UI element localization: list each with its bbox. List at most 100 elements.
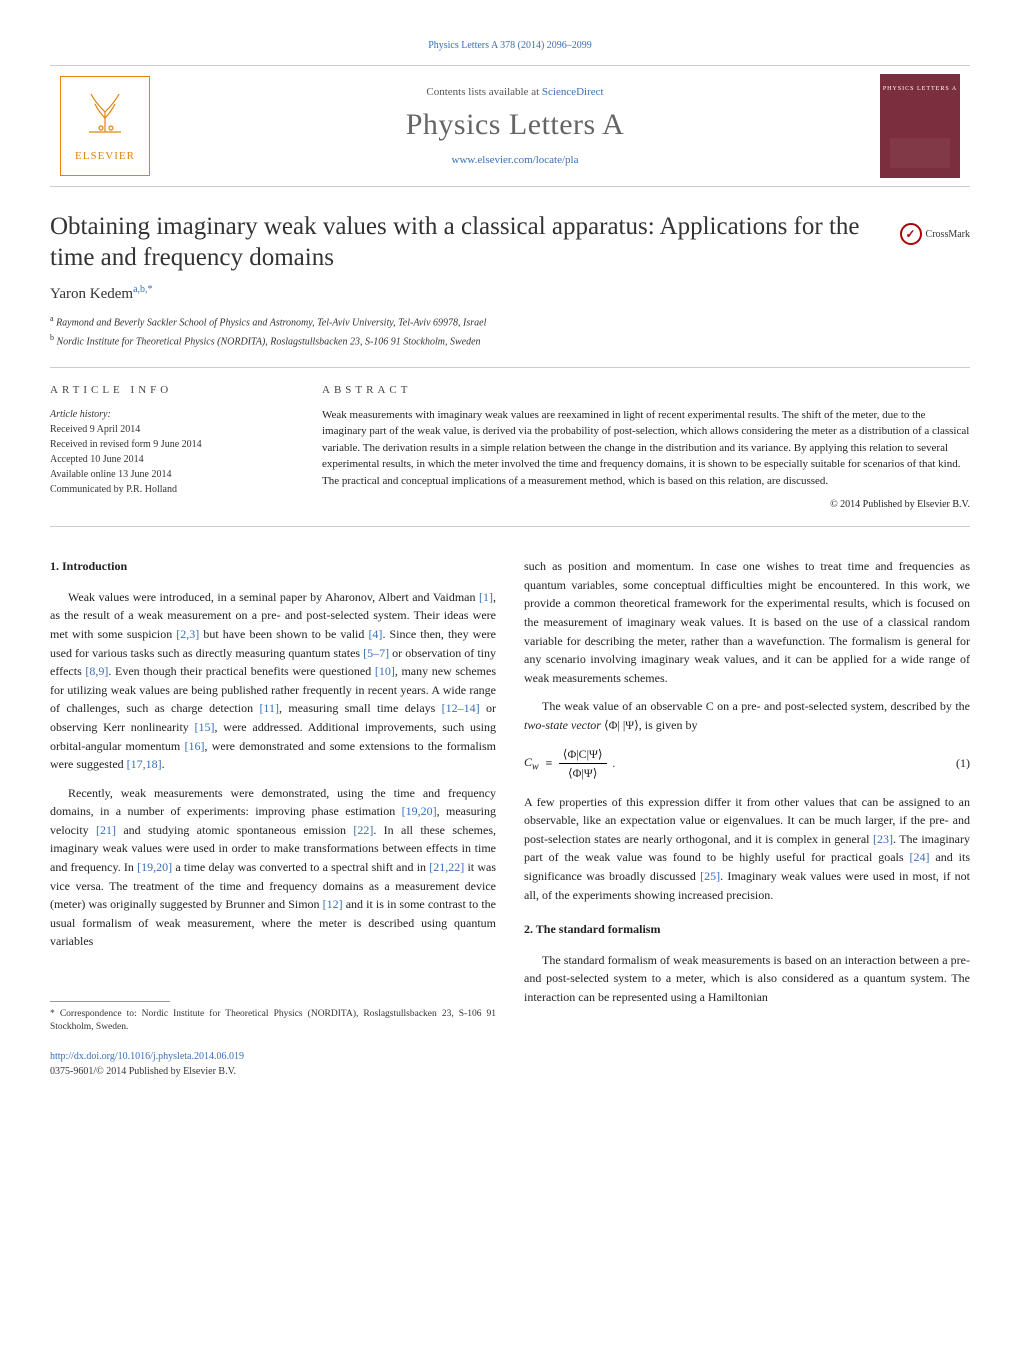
section-heading-intro: 1. Introduction <box>50 557 496 576</box>
equation-formula: Cw ≡ ⟨Φ|C|Ψ⟩ ⟨Φ|Ψ⟩ . <box>524 745 616 783</box>
body-columns: 1. Introduction Weak values were introdu… <box>50 557 970 1079</box>
abstract-text: Weak measurements with imaginary weak va… <box>322 407 970 490</box>
fraction-numerator: ⟨Φ|C|Ψ⟩ <box>559 745 607 765</box>
eq-sub: w <box>532 761 539 772</box>
ref-link[interactable]: [4] <box>368 627 382 641</box>
author-name: Yaron Kedem <box>50 286 133 302</box>
history-line: Received 9 April 2014 <box>50 422 290 437</box>
ref-link[interactable]: [11] <box>259 701 279 715</box>
text-run: but have been shown to be valid <box>199 627 368 641</box>
text-run: , measuring small time delays <box>279 701 442 715</box>
ref-link[interactable]: [12] <box>323 897 343 911</box>
italic-term: two-state vector <box>524 718 601 732</box>
text-run: a time delay was converted to a spectral… <box>172 860 429 874</box>
paragraph: The standard formalism of weak measureme… <box>524 951 970 1007</box>
ref-link[interactable]: [8,9] <box>85 664 108 678</box>
footnote-text: Correspondence to: Nordic Institute for … <box>50 1009 496 1032</box>
ref-link[interactable]: [1] <box>479 590 493 604</box>
author-line: Yaron Kedema,b,* <box>50 284 970 303</box>
ref-link[interactable]: [25] <box>700 869 720 883</box>
paragraph: Weak values were introduced, in a semina… <box>50 588 496 774</box>
column-left: 1. Introduction Weak values were introdu… <box>50 557 496 1079</box>
cover-label: PHYSICS LETTERS A <box>883 86 957 92</box>
ref-link[interactable]: [16] <box>184 739 204 753</box>
abstract-heading: ABSTRACT <box>322 382 970 399</box>
ref-link[interactable]: [15] <box>195 720 215 734</box>
ref-link[interactable]: [10] <box>375 664 395 678</box>
eq-sym: ≡ <box>545 754 553 773</box>
journal-link-line: www.elsevier.com/locate/pla <box>150 154 880 166</box>
journal-homepage-link[interactable]: www.elsevier.com/locate/pla <box>452 154 579 166</box>
text-run: . Even though their practical benefits w… <box>108 664 374 678</box>
sciencedirect-link[interactable]: ScienceDirect <box>542 86 604 98</box>
publisher-name: ELSEVIER <box>75 150 135 162</box>
affil-sup: b <box>50 333 54 342</box>
crossmark-icon: ✓ <box>900 223 922 245</box>
ref-link[interactable]: [2,3] <box>176 627 199 641</box>
ref-link[interactable]: [21] <box>96 823 116 837</box>
ref-link[interactable]: [24] <box>909 850 929 864</box>
paragraph: Recently, weak measurements were demonst… <box>50 784 496 951</box>
fraction: ⟨Φ|C|Ψ⟩ ⟨Φ|Ψ⟩ <box>559 745 607 783</box>
top-citation-link[interactable]: Physics Letters A 378 (2014) 2096–2099 <box>428 40 592 51</box>
footnote-marker: * <box>50 1009 55 1019</box>
ref-link[interactable]: [22] <box>353 823 373 837</box>
ref-link[interactable]: [19,20] <box>137 860 172 874</box>
affiliations: a Raymond and Beverly Sackler School of … <box>50 313 970 350</box>
text-run: Weak values were introduced, in a semina… <box>68 590 479 604</box>
history-heading: Article history: <box>50 407 290 422</box>
paragraph: A few properties of this expression diff… <box>524 793 970 905</box>
ref-link[interactable]: [17,18] <box>127 757 162 771</box>
page: Physics Letters A 378 (2014) 2096–2099 E… <box>0 0 1020 1110</box>
journal-cover-thumbnail: PHYSICS LETTERS A <box>880 74 960 178</box>
history-line: Communicated by P.R. Holland <box>50 482 290 497</box>
affiliation: b Nordic Institute for Theoretical Physi… <box>50 332 970 349</box>
contents-line: Contents lists available at ScienceDirec… <box>150 86 880 98</box>
contents-prefix: Contents lists available at <box>426 86 541 98</box>
elsevier-tree-icon <box>85 90 125 144</box>
ref-link[interactable]: [19,20] <box>402 804 437 818</box>
title-row: Obtaining imaginary weak values with a c… <box>50 211 970 274</box>
article-info-heading: ARTICLE INFO <box>50 382 290 399</box>
journal-header: ELSEVIER Contents lists available at Sci… <box>50 65 970 187</box>
paragraph: The weak value of an observable C on a p… <box>524 697 970 734</box>
ref-link[interactable]: [23] <box>873 832 893 846</box>
affil-sup: a <box>50 314 54 323</box>
text-run: ⟨Φ| |Ψ⟩, is given by <box>601 718 697 732</box>
crossmark-label: CrossMark <box>926 229 970 240</box>
ref-link[interactable]: [21,22] <box>429 860 464 874</box>
history-line: Available online 13 June 2014 <box>50 467 290 482</box>
ref-link[interactable]: [12–14] <box>442 701 480 715</box>
journal-name: Physics Letters A <box>150 108 880 142</box>
top-citation: Physics Letters A 378 (2014) 2096–2099 <box>50 40 970 51</box>
column-right: such as position and momentum. In case o… <box>524 557 970 1079</box>
ref-link[interactable]: [5–7] <box>363 646 389 660</box>
crossmark-badge[interactable]: ✓ CrossMark <box>900 223 970 245</box>
article-info: ARTICLE INFO Article history: Received 9… <box>50 382 290 512</box>
header-center: Contents lists available at ScienceDirec… <box>150 86 880 166</box>
affiliation: a Raymond and Beverly Sackler School of … <box>50 313 970 330</box>
author-sups: a,b,* <box>133 284 152 295</box>
text-run: and studying atomic spontaneous emission <box>116 823 353 837</box>
text-run: The weak value of an observable C on a p… <box>542 699 970 713</box>
issn-copyright: 0375-9601/© 2014 Published by Elsevier B… <box>50 1064 496 1080</box>
section-heading-formalism: 2. The standard formalism <box>524 920 970 939</box>
doi-link[interactable]: http://dx.doi.org/10.1016/j.physleta.201… <box>50 1051 244 1062</box>
doi-line: http://dx.doi.org/10.1016/j.physleta.201… <box>50 1049 496 1065</box>
footnote: * Correspondence to: Nordic Institute fo… <box>50 1008 496 1035</box>
article-title: Obtaining imaginary weak values with a c… <box>50 211 900 274</box>
publisher-logo: ELSEVIER <box>60 76 150 176</box>
fraction-denominator: ⟨Φ|Ψ⟩ <box>564 764 601 783</box>
history-line: Received in revised form 9 June 2014 <box>50 437 290 452</box>
text-run: . <box>162 757 165 771</box>
affil-text: Nordic Institute for Theoretical Physics… <box>57 336 481 347</box>
abstract: ABSTRACT Weak measurements with imaginar… <box>322 382 970 512</box>
eq-period: . <box>613 754 616 773</box>
affil-text: Raymond and Beverly Sackler School of Ph… <box>56 317 486 328</box>
history-line: Accepted 10 June 2014 <box>50 452 290 467</box>
info-abstract-row: ARTICLE INFO Article history: Received 9… <box>50 367 970 527</box>
paragraph: such as position and momentum. In case o… <box>524 557 970 687</box>
footnote-separator <box>50 1001 170 1002</box>
equation-number: (1) <box>956 754 970 773</box>
eq-lhs: C <box>524 755 532 769</box>
